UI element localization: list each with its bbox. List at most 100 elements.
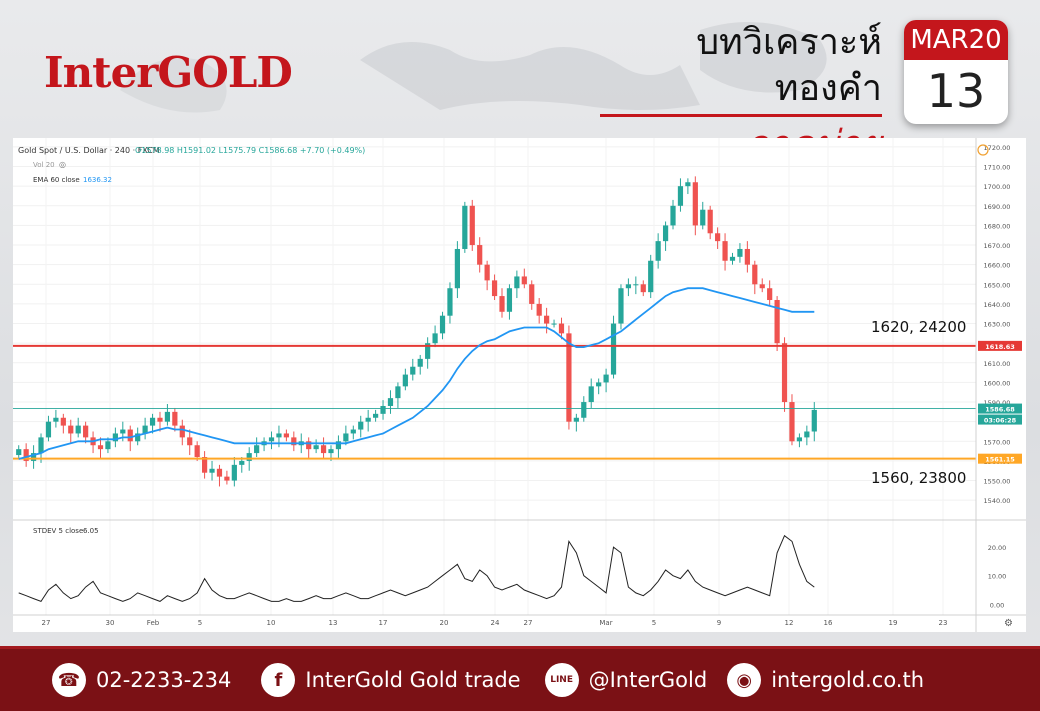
price-tick-label: 1570.00 <box>984 438 1011 446</box>
price-tick-label: 1710.00 <box>984 164 1011 172</box>
price-tick-label: 1650.00 <box>984 281 1011 289</box>
candle-body <box>469 205 475 246</box>
time-tick-label: Mar <box>599 619 612 627</box>
time-tick-label: 5 <box>198 619 202 627</box>
time-tick-label: 19 <box>889 619 898 627</box>
price-tick-label: 1590.00 <box>984 399 1011 407</box>
price-tag-time-bg <box>978 414 1022 425</box>
candle-body <box>566 333 572 422</box>
candle-body <box>179 425 185 438</box>
candle-body <box>521 276 527 285</box>
time-tick-label: 5 <box>652 619 656 627</box>
candle-body <box>23 449 29 461</box>
price-tick-label: 1630.00 <box>984 321 1011 329</box>
time-tick-label: 16 <box>824 619 833 627</box>
candle-body <box>752 264 758 285</box>
candle-body <box>127 429 133 442</box>
candle-body <box>425 343 431 359</box>
time-tick-label: 27 <box>42 619 51 627</box>
candle-body <box>767 288 773 301</box>
candle-body <box>16 449 22 456</box>
ema-line <box>18 287 815 460</box>
eye-icon[interactable]: ◎ <box>59 160 66 169</box>
stdev-tick-label: 20.00 <box>988 544 1007 552</box>
chart-panel[interactable]: 1540.001550.001560.001570.001580.001590.… <box>13 138 1026 632</box>
title-line1: บทวิเคราะห์ทองคำ <box>696 22 882 109</box>
time-tick-label: 13 <box>329 619 338 627</box>
price-tag-time: 03:06:28 <box>984 417 1017 425</box>
website-text: intergold.co.th <box>771 668 925 692</box>
alert-icon[interactable] <box>977 144 989 156</box>
phone-icon: ☎ <box>52 663 86 697</box>
candle-body <box>328 449 334 454</box>
footer-website[interactable]: ◉ intergold.co.th <box>727 663 924 697</box>
time-tick-label: 24 <box>491 619 500 627</box>
candle-body <box>417 358 423 367</box>
price-tick-label: 1670.00 <box>984 242 1011 250</box>
candle-body <box>618 288 624 324</box>
candle-body <box>254 445 260 454</box>
candle-body <box>246 453 252 461</box>
footer-phone[interactable]: ☎ 02-2233-234 <box>52 663 231 697</box>
candle-body <box>506 288 513 312</box>
candle-body <box>715 233 721 242</box>
candle-body <box>811 409 817 432</box>
candle-body <box>439 315 446 334</box>
candle-body <box>380 405 386 414</box>
time-tick-label: 20 <box>440 619 449 627</box>
candle-body <box>268 437 275 442</box>
calendar-icon: MAR20 13 <box>904 20 1008 124</box>
time-tick-label: 30 <box>106 619 115 627</box>
candle-body <box>633 284 639 286</box>
price-tag-last: 1586.68 <box>985 406 1015 414</box>
price-axis: 1540.001550.001560.001570.001580.001590.… <box>42 144 1022 627</box>
candle-body <box>610 323 617 375</box>
time-tick-label: 27 <box>524 619 533 627</box>
candle-body <box>536 303 542 316</box>
time-tick-label: 17 <box>379 619 388 627</box>
stdev-line <box>18 534 815 603</box>
candle-body <box>804 431 810 438</box>
candle-body <box>573 417 579 422</box>
candle-body <box>164 411 171 422</box>
candle-body <box>685 182 691 187</box>
footer-facebook[interactable]: f InterGold Gold trade <box>261 663 521 697</box>
candle-body <box>655 241 661 261</box>
price-chart[interactable]: 1540.001550.001560.001570.001580.001590.… <box>13 138 1026 632</box>
stdev-tick-label: 0.00 <box>990 601 1004 609</box>
candle-body <box>796 437 803 442</box>
candle-body <box>105 441 111 450</box>
price-tag-red: 1618.63 <box>985 343 1015 351</box>
line-icon: LINE <box>544 663 579 697</box>
facebook-text: InterGold Gold trade <box>305 668 521 692</box>
candle-body <box>462 205 468 249</box>
candle-body <box>514 276 520 289</box>
candle-body <box>447 288 453 316</box>
symbol-label: Gold Spot / U.S. Dollar · 240 · FXCM <box>18 146 160 155</box>
candle-body <box>172 411 178 426</box>
candle-body <box>216 468 223 477</box>
candle-body <box>75 425 81 434</box>
candle-body <box>365 417 371 422</box>
candle-body <box>38 437 44 454</box>
candle-body <box>729 256 736 261</box>
footer-line[interactable]: LINE @InterGold <box>544 663 707 697</box>
price-tag-last-bg <box>978 403 1022 414</box>
annotation-upper: 1620, 24200 <box>871 318 966 336</box>
candle-body <box>112 433 118 442</box>
price-tick-label: 1700.00 <box>984 183 1011 191</box>
candle-body <box>410 366 416 375</box>
candle-body <box>320 445 327 454</box>
candle-body <box>499 296 505 312</box>
candle-body <box>60 417 66 426</box>
time-tick-label: 23 <box>939 619 948 627</box>
time-tick-label: 12 <box>785 619 794 627</box>
overlays <box>13 287 976 603</box>
candle-body <box>454 248 460 289</box>
calendar-month: MAR20 <box>904 20 1008 60</box>
phone-text: 02-2233-234 <box>96 668 232 692</box>
settings-gear-icon[interactable]: ⚙ <box>1004 618 1013 629</box>
price-tick-label: 1540.00 <box>984 497 1011 505</box>
candle-body <box>335 441 342 450</box>
candle-body <box>588 386 594 403</box>
